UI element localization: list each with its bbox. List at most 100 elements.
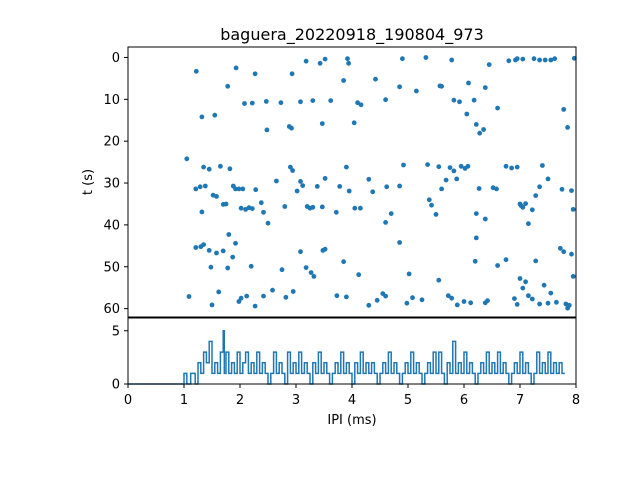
scatter-point — [249, 100, 255, 106]
scatter-point — [433, 212, 439, 217]
scatter-point — [419, 297, 425, 303]
scatter-point — [473, 211, 479, 217]
scatter-point — [344, 294, 349, 300]
scatter-point — [473, 122, 479, 127]
scatter-point — [526, 221, 531, 227]
scatter-point — [449, 57, 455, 63]
scatter-point — [531, 56, 537, 62]
scatter-point — [461, 299, 467, 304]
scatter-point — [569, 251, 574, 257]
scatter-point — [334, 293, 340, 299]
scatter-point — [233, 65, 239, 71]
scatter-point — [423, 55, 429, 60]
scatter-point — [503, 163, 509, 169]
scatter-point — [541, 282, 547, 288]
scatter-point — [520, 285, 526, 291]
scatter-point — [226, 232, 232, 237]
scatter-point — [436, 164, 442, 170]
scatter-point — [397, 183, 402, 189]
scatter-point — [298, 249, 303, 255]
scatter-point — [252, 303, 258, 309]
scatter-point — [206, 166, 212, 172]
scatter-point — [445, 293, 451, 299]
scatter-point — [494, 186, 499, 192]
scatter-point — [193, 186, 199, 192]
scatter-point — [193, 68, 199, 74]
scatter-point — [429, 202, 434, 208]
scatter-point — [193, 245, 199, 250]
scatter-point — [310, 204, 316, 210]
scatter-point — [548, 57, 554, 63]
scatter-point — [388, 211, 394, 217]
scatter-point — [526, 293, 531, 299]
scatter-point — [545, 176, 551, 182]
scatter-point — [317, 60, 323, 66]
scatter-point — [451, 97, 457, 103]
scatter-point — [300, 183, 306, 189]
scatter-point — [542, 57, 548, 63]
scatter-point — [410, 295, 415, 301]
x-tick-label: 0 — [124, 393, 132, 408]
scatter-point — [514, 164, 520, 170]
scatter-point — [333, 209, 339, 215]
scatter-point — [294, 188, 300, 194]
scatter-point — [249, 206, 255, 212]
scatter-point — [465, 163, 471, 169]
scatter-point — [358, 102, 364, 108]
y-tick-label: 10 — [103, 93, 120, 108]
scatter-point — [314, 184, 320, 189]
scatter-point — [298, 99, 303, 105]
scatter-point — [486, 62, 492, 67]
scatter-point — [346, 60, 351, 66]
scatter-point — [223, 201, 229, 207]
scatter-point — [244, 293, 250, 299]
scatter-point — [401, 162, 406, 168]
scatter-point — [282, 204, 288, 209]
scatter-point — [206, 248, 212, 253]
scatter-point — [451, 168, 457, 174]
scatter-point — [201, 164, 207, 170]
top-y-axis-label: t (s) — [81, 169, 96, 195]
scatter-point — [258, 200, 264, 206]
scatter-point — [554, 299, 559, 305]
scatter-point — [561, 249, 567, 255]
scatter-point — [373, 76, 378, 82]
scatter-point — [517, 276, 523, 281]
scatter-point — [529, 207, 535, 213]
scatter-point — [565, 125, 570, 130]
scatter-point — [529, 296, 535, 302]
scatter-point — [545, 300, 551, 306]
histogram-plot-area — [128, 330, 565, 385]
scatter-point — [570, 274, 576, 279]
scatter-point — [358, 205, 363, 211]
scatter-point — [186, 294, 192, 299]
scatter-point — [248, 263, 254, 269]
scatter-point — [520, 204, 526, 210]
x-tick-label: 4 — [348, 393, 356, 408]
scatter-point — [184, 156, 190, 162]
y-tick-label: 20 — [103, 135, 120, 150]
scatter-point — [383, 220, 388, 225]
scatter-point — [439, 186, 444, 192]
scatter-point — [261, 293, 266, 299]
scatter-point — [397, 84, 402, 90]
scatter-point — [457, 99, 462, 105]
scatter-point — [468, 300, 474, 306]
scatter-point — [238, 205, 244, 211]
scatter-point — [477, 130, 483, 136]
scatter-point — [201, 242, 207, 248]
scatter-point — [261, 209, 266, 215]
scatter-point — [449, 295, 455, 301]
scatter-point — [559, 186, 565, 192]
scatter-point — [425, 162, 430, 168]
y-tick-label: 0 — [112, 378, 120, 393]
scatter-point — [414, 88, 419, 94]
scatter-point — [566, 302, 572, 308]
scatter-point — [569, 188, 574, 194]
scatter-point — [289, 71, 295, 77]
scatter-point — [265, 220, 271, 226]
scatter-point — [537, 301, 542, 307]
scatter-point — [279, 267, 285, 273]
scatter-point — [495, 263, 500, 268]
scatter-point — [481, 127, 486, 132]
